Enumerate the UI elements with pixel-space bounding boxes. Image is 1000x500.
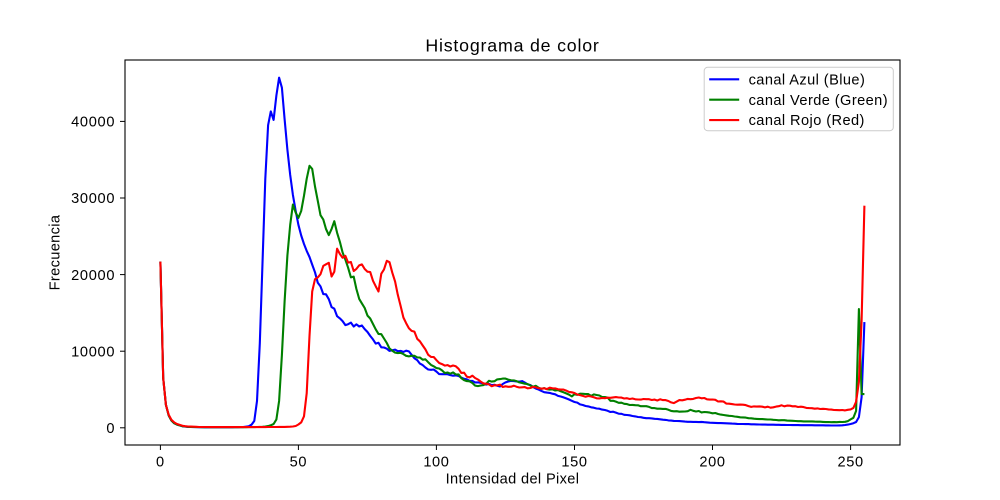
svg-text:Intensidad del Pixel: Intensidad del Pixel bbox=[446, 471, 580, 487]
svg-text:canal Verde (Green): canal Verde (Green) bbox=[749, 93, 888, 109]
svg-text:250: 250 bbox=[838, 455, 864, 471]
svg-text:20000: 20000 bbox=[71, 268, 115, 284]
svg-text:Histograma de color: Histograma de color bbox=[425, 36, 599, 56]
svg-text:50: 50 bbox=[290, 455, 307, 471]
svg-text:200: 200 bbox=[699, 455, 725, 471]
svg-text:40000: 40000 bbox=[71, 115, 115, 131]
svg-text:canal Rojo (Red): canal Rojo (Red) bbox=[749, 113, 865, 129]
svg-text:150: 150 bbox=[561, 455, 587, 471]
svg-text:canal Azul (Blue): canal Azul (Blue) bbox=[749, 72, 866, 88]
svg-text:0: 0 bbox=[156, 455, 165, 471]
svg-text:30000: 30000 bbox=[71, 191, 115, 207]
svg-text:0: 0 bbox=[106, 421, 115, 437]
svg-text:Frecuencia: Frecuencia bbox=[48, 214, 64, 290]
svg-text:10000: 10000 bbox=[71, 344, 115, 360]
svg-text:100: 100 bbox=[423, 455, 449, 471]
